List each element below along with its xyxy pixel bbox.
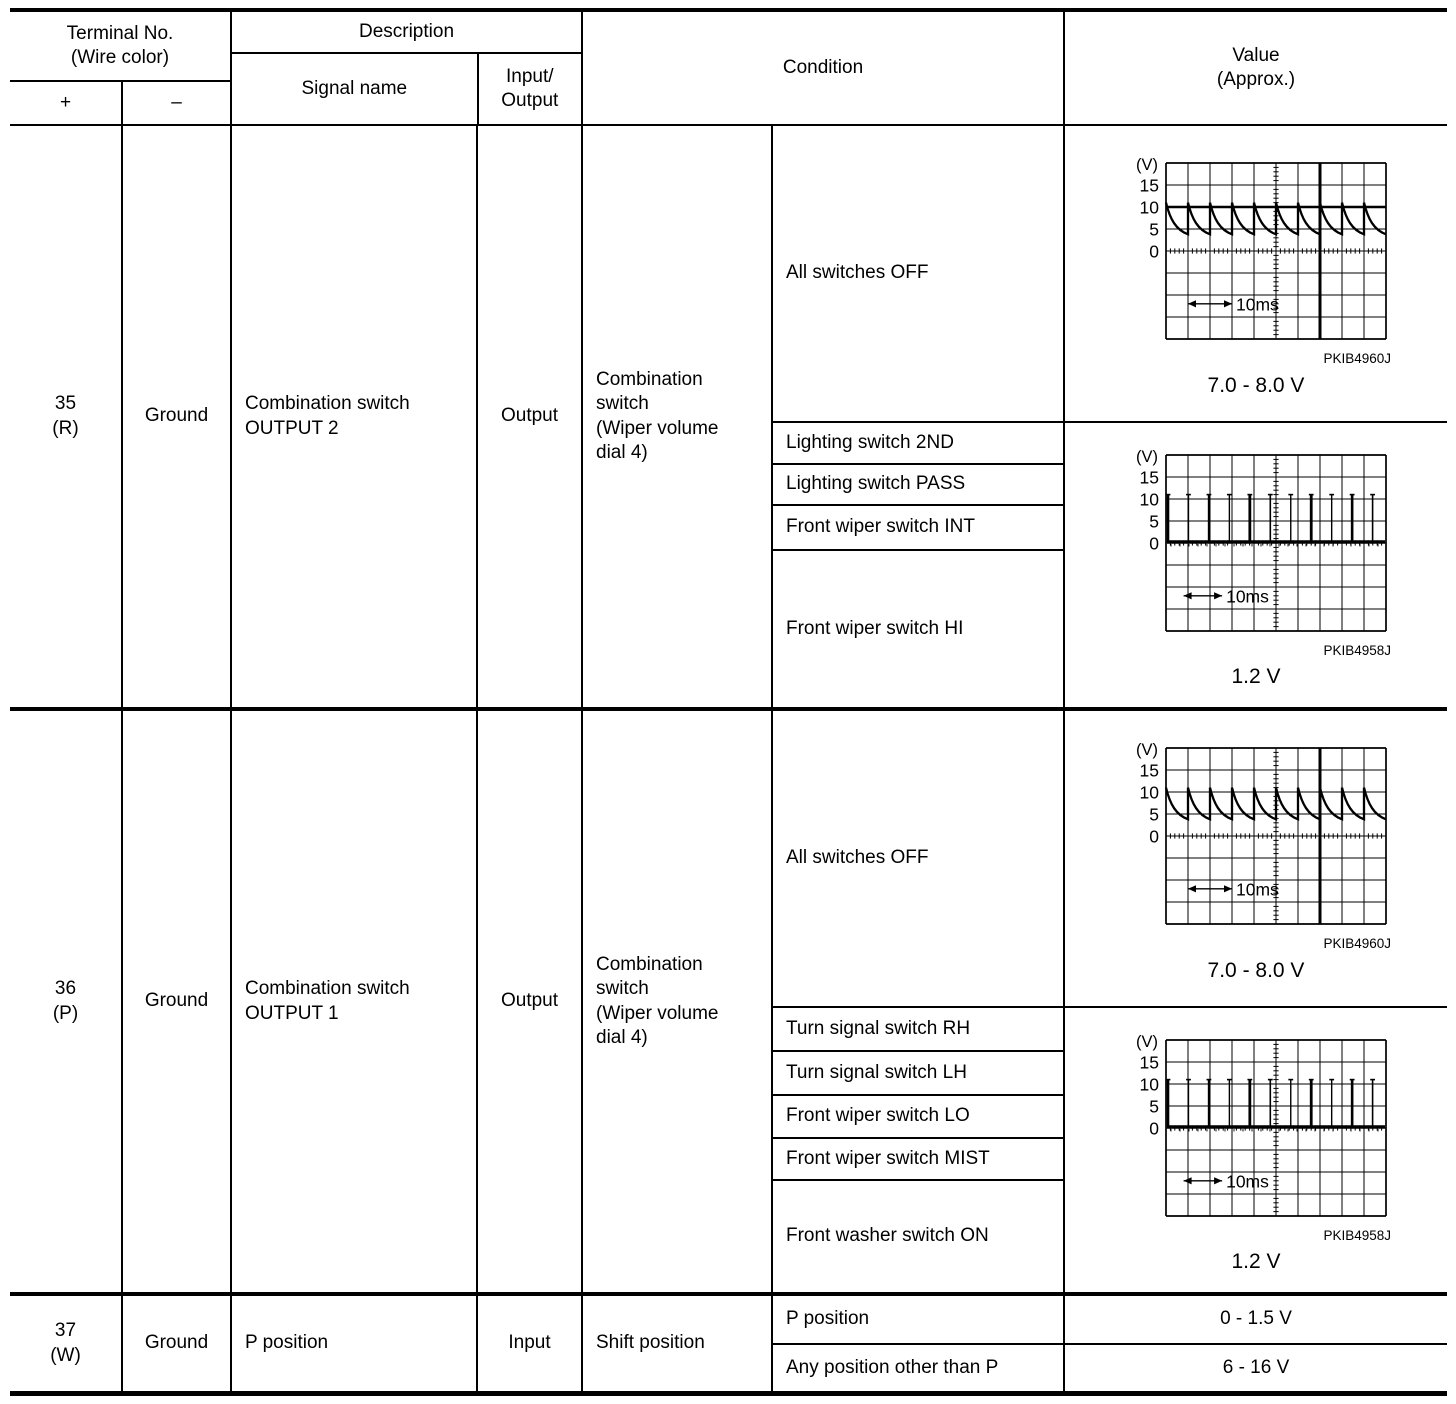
condition-group-cell: Combination switch (Wiper volume dial 4) [581, 711, 771, 1292]
figure-code-label: PKIB4960J [1323, 936, 1391, 952]
condition-cell: All switches OFF [786, 847, 929, 869]
condition-value-grid: All switches OFF (V) 15 10 5 0 10ms PKIB4960J… [771, 711, 1447, 1292]
header-plus: + [59, 91, 72, 113]
signal-name-cell: P position [230, 1296, 476, 1391]
terminal-no-cell: 36 (P) [52, 978, 79, 1024]
svg-text:0: 0 [1149, 533, 1159, 553]
svg-text:10: 10 [1140, 783, 1160, 803]
svg-text:10ms: 10ms [1226, 586, 1269, 606]
header-condition: Condition [581, 12, 1063, 124]
approx-value-label: 7.0 - 8.0 V [1207, 373, 1305, 397]
condition-cell: Lighting switch 2ND [773, 421, 1063, 463]
terminal-no-cell: 35 (R) [52, 393, 79, 439]
condition-group-cell: Shift position [581, 1296, 771, 1391]
condition-cell: Front washer switch ON [773, 1179, 1063, 1292]
terminal-no-cell: 37 (W) [50, 1320, 81, 1366]
condition-cell: Turn signal switch RH [773, 1006, 1063, 1050]
header-terminal-group: Terminal No. (Wire color) + – [10, 12, 230, 124]
approx-value-label: 1.2 V [1231, 665, 1281, 689]
value-cell: 6 - 16 V [1063, 1343, 1447, 1391]
condition-cell: Turn signal switch LH [773, 1050, 1063, 1094]
svg-text:15: 15 [1140, 176, 1159, 196]
table-row-terminal-37: 37 (W) Ground P position Input Shift pos… [10, 1296, 1447, 1391]
condition-cell: All switches OFF [786, 262, 929, 284]
svg-text:10: 10 [1140, 198, 1160, 218]
header-minus: – [121, 82, 230, 124]
input-output-cell: Output [476, 126, 581, 707]
condition-cell: Front wiper switch HI [773, 549, 1063, 707]
svg-text:10ms: 10ms [1236, 295, 1279, 315]
svg-text:(V): (V) [1136, 156, 1158, 174]
svg-text:(V): (V) [1136, 448, 1158, 466]
figure-code-label: PKIB4960J [1323, 351, 1391, 367]
svg-text:10ms: 10ms [1226, 1171, 1269, 1191]
approx-value-label: 1.2 V [1231, 1250, 1281, 1274]
figure-code-label: PKIB4958J [1323, 1227, 1391, 1243]
condition-cell: Front wiper switch MIST [773, 1137, 1063, 1179]
ground-cell: Ground [121, 126, 230, 707]
svg-text:15: 15 [1140, 761, 1159, 781]
condition-value-grid: P position 0 - 1.5 V Any position other … [771, 1296, 1447, 1391]
figure-code-label: PKIB4958J [1323, 642, 1391, 658]
header-polarity-row: + – [10, 82, 230, 124]
scope-value-cell: (V) 15 10 5 0 10ms PKIB4958J 1.2 V [1063, 421, 1447, 707]
condition-cell: Front wiper switch INT [773, 504, 1063, 549]
svg-text:5: 5 [1149, 1096, 1159, 1116]
svg-text:15: 15 [1140, 1052, 1159, 1072]
ground-cell: Ground [121, 1296, 230, 1391]
condition-cell: Lighting switch PASS [773, 463, 1063, 504]
header-signal-name: Signal name [301, 77, 408, 99]
header-description-subrow: Signal name Input/ Output [232, 54, 581, 124]
svg-text:5: 5 [1149, 511, 1159, 531]
svg-text:0: 0 [1149, 827, 1159, 847]
table-row-terminal-36: 36 (P) Ground Combination switch OUTPUT … [10, 711, 1447, 1296]
svg-text:10ms: 10ms [1236, 880, 1279, 900]
terminal-reference-table: Terminal No. (Wire color) + – Descriptio… [10, 8, 1447, 1396]
svg-text:0: 0 [1149, 242, 1159, 262]
signal-name-cell: Combination switch OUTPUT 1 [230, 711, 476, 1292]
header-input-output: Input/ Output [476, 54, 581, 124]
svg-text:10: 10 [1140, 1074, 1160, 1094]
svg-text:0: 0 [1149, 1118, 1159, 1138]
table-row-terminal-35: 35 (R) Ground Combination switch OUTPUT … [10, 126, 1447, 711]
signal-name-cell: Combination switch OUTPUT 2 [230, 126, 476, 707]
scope-value-cell: (V) 15 10 5 0 10ms PKIB4960J 7.0 - 8.0 V [1063, 711, 1447, 1006]
condition-cell: Front wiper switch LO [773, 1094, 1063, 1137]
ground-cell: Ground [121, 711, 230, 1292]
header-description-group: Description Signal name Input/ Output [230, 12, 581, 124]
table-header: Terminal No. (Wire color) + – Descriptio… [10, 12, 1447, 126]
condition-group-cell: Combination switch (Wiper volume dial 4) [581, 126, 771, 707]
condition-cell: P position [786, 1308, 870, 1330]
scope-value-cell: (V) 15 10 5 0 10ms PKIB4960J 7.0 - 8.0 V [1063, 126, 1447, 421]
svg-text:(V): (V) [1136, 1033, 1158, 1051]
value-cell: 0 - 1.5 V [1063, 1296, 1447, 1343]
svg-text:15: 15 [1140, 467, 1159, 487]
scope-value-cell: (V) 15 10 5 0 10ms PKIB4958J 1.2 V [1063, 1006, 1447, 1292]
input-output-cell: Output [476, 711, 581, 1292]
input-output-cell: Input [476, 1296, 581, 1391]
approx-value-label: 7.0 - 8.0 V [1207, 958, 1305, 982]
condition-cell: Any position other than P [773, 1343, 1063, 1391]
svg-text:10: 10 [1140, 489, 1160, 509]
header-description: Description [232, 12, 581, 54]
header-value: Value (Approx.) [1063, 12, 1447, 124]
svg-text:(V): (V) [1136, 741, 1158, 759]
condition-value-grid: All switches OFF (V) 15 10 5 0 10ms PKIB4960J… [771, 126, 1447, 707]
svg-text:5: 5 [1149, 805, 1159, 825]
svg-text:5: 5 [1149, 220, 1159, 240]
header-terminal-no: Terminal No. (Wire color) [10, 12, 230, 82]
